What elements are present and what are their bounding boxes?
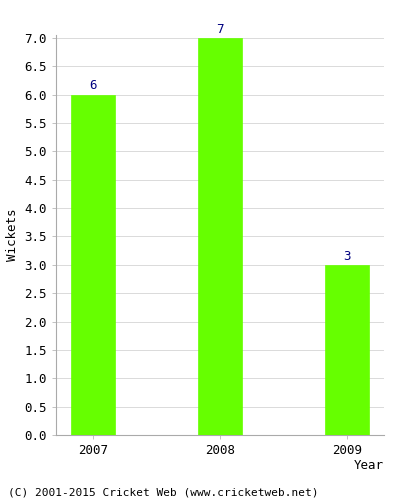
Bar [325, 265, 369, 435]
Text: 6: 6 [89, 80, 97, 92]
Bar [198, 38, 242, 435]
Text: 7: 7 [216, 22, 224, 36]
Bar [71, 94, 115, 435]
Text: 3: 3 [343, 250, 351, 262]
Y-axis label: Wickets: Wickets [6, 209, 19, 261]
Text: Year: Year [354, 459, 384, 472]
Text: (C) 2001-2015 Cricket Web (www.cricketweb.net): (C) 2001-2015 Cricket Web (www.cricketwe… [8, 488, 318, 498]
